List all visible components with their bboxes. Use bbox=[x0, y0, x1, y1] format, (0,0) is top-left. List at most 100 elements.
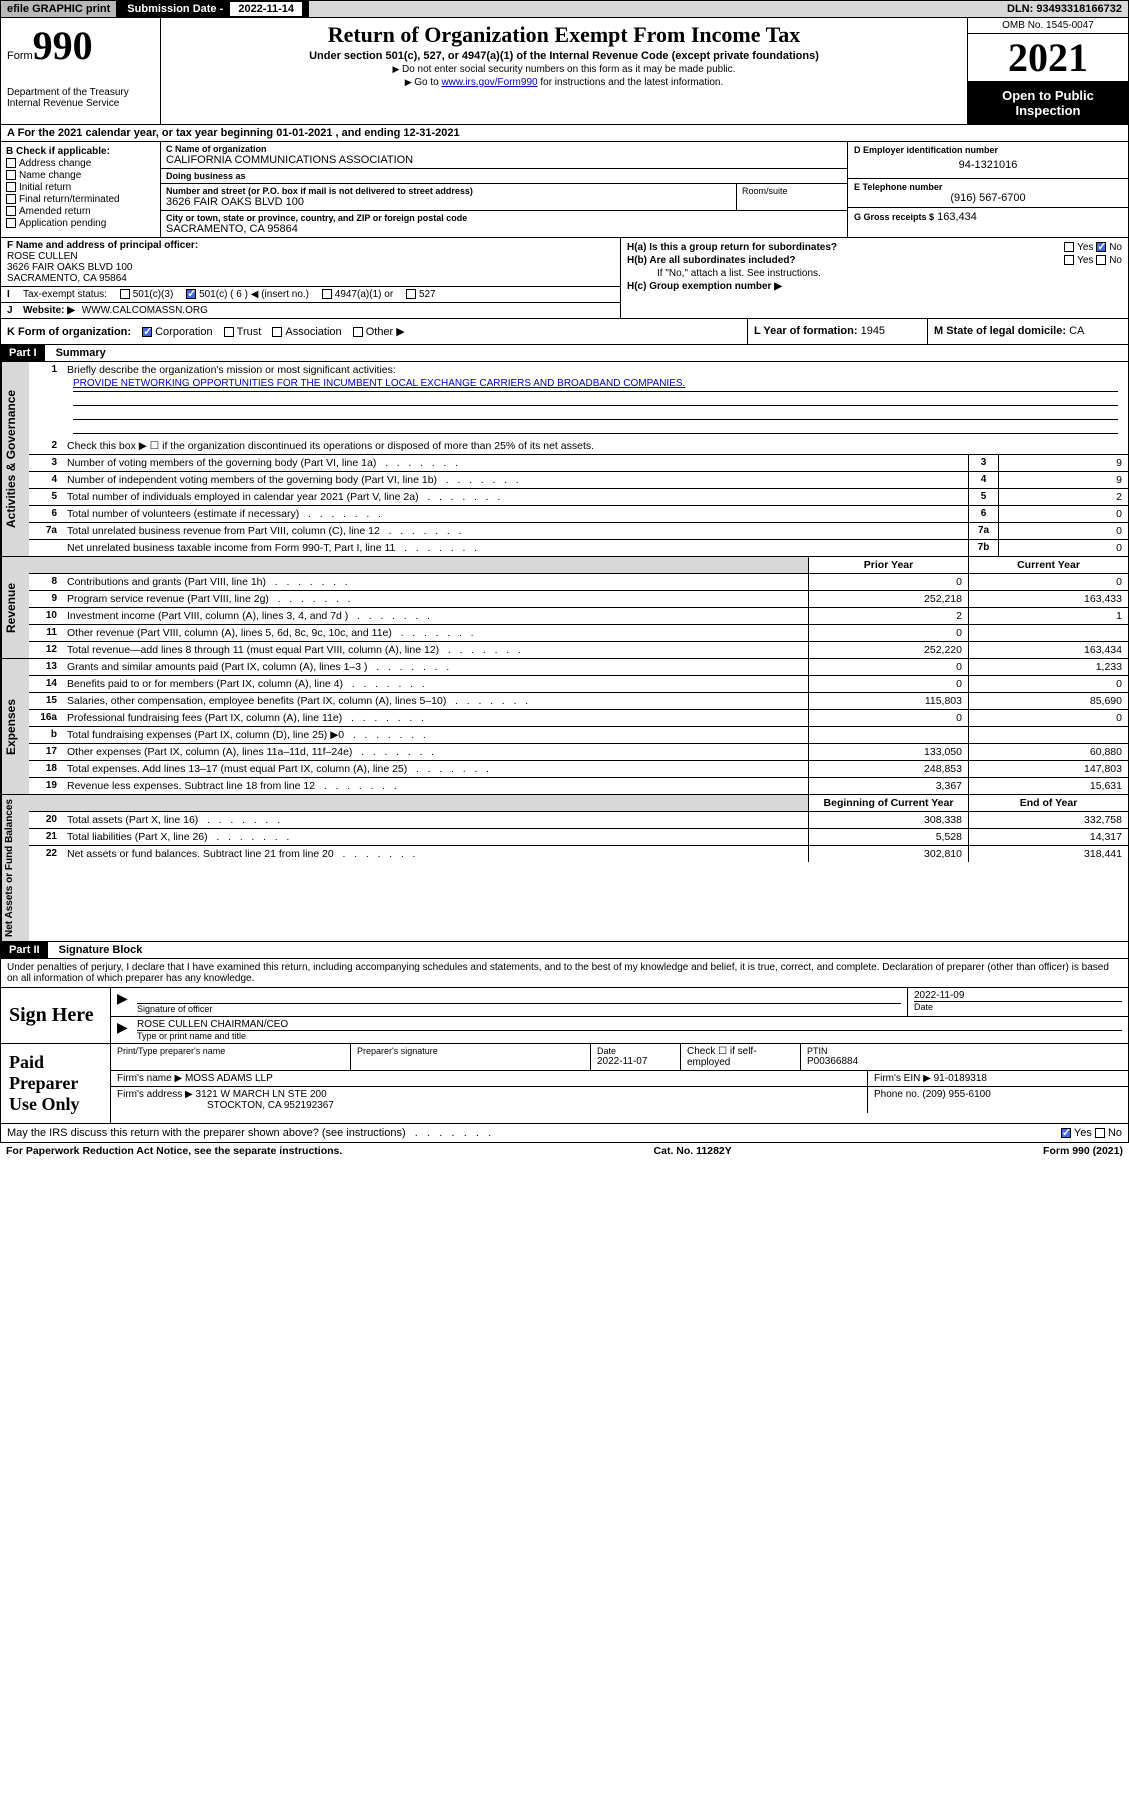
governance-section: Activities & Governance 1 Briefly descri… bbox=[0, 362, 1129, 557]
street-address: 3626 FAIR OAKS BLVD 100 bbox=[166, 196, 731, 208]
chk-discuss-no[interactable] bbox=[1095, 1128, 1105, 1138]
part-1-header: Part I Summary bbox=[0, 345, 1129, 362]
firm-name: MOSS ADAMS LLP bbox=[185, 1073, 273, 1084]
chk-address-change[interactable] bbox=[6, 158, 16, 168]
summary-line: 15Salaries, other compensation, employee… bbox=[29, 693, 1128, 710]
summary-line: 13Grants and similar amounts paid (Part … bbox=[29, 659, 1128, 676]
summary-line: 22Net assets or fund balances. Subtract … bbox=[29, 846, 1128, 862]
netassets-tab: Net Assets or Fund Balances bbox=[1, 795, 29, 941]
summary-line: 18Total expenses. Add lines 13–17 (must … bbox=[29, 761, 1128, 778]
form-number: 990 bbox=[33, 23, 93, 68]
summary-line: 17Other expenses (Part IX, column (A), l… bbox=[29, 744, 1128, 761]
chk-initial-return[interactable] bbox=[6, 182, 16, 192]
summary-line: 8Contributions and grants (Part VIII, li… bbox=[29, 574, 1128, 591]
end-year-header: End of Year bbox=[968, 795, 1128, 811]
dln: DLN: 93493318166732 bbox=[1001, 1, 1128, 17]
netassets-section: Net Assets or Fund Balances Beginning of… bbox=[0, 795, 1129, 942]
box-f: F Name and address of principal officer:… bbox=[1, 238, 620, 287]
mission-text: PROVIDE NETWORKING OPPORTUNITIES FOR THE… bbox=[73, 378, 1118, 392]
chk-other[interactable] bbox=[353, 327, 363, 337]
chk-association[interactable] bbox=[272, 327, 282, 337]
revenue-section: Revenue Prior Year Current Year 8Contrib… bbox=[0, 557, 1129, 659]
summary-line: 12Total revenue—add lines 8 through 11 (… bbox=[29, 642, 1128, 658]
chk-501c3[interactable] bbox=[120, 289, 130, 299]
chk-amended-return[interactable] bbox=[6, 206, 16, 216]
open-to-public: Open to Public Inspection bbox=[968, 82, 1128, 124]
ein: 94-1321016 bbox=[854, 155, 1122, 175]
ptin: P00366884 bbox=[807, 1056, 1122, 1067]
gross-receipts: 163,434 bbox=[937, 211, 977, 223]
summary-line: 19Revenue less expenses. Subtract line 1… bbox=[29, 778, 1128, 794]
box-d: D Employer identification number 94-1321… bbox=[848, 142, 1128, 237]
summary-line: 11Other revenue (Part VIII, column (A), … bbox=[29, 625, 1128, 642]
state-domicile: CA bbox=[1069, 325, 1084, 337]
top-bar: efile GRAPHIC print Submission Date - 20… bbox=[0, 0, 1129, 18]
summary-line: bTotal fundraising expenses (Part IX, co… bbox=[29, 727, 1128, 744]
chk-final-return[interactable] bbox=[6, 194, 16, 204]
block-fh: F Name and address of principal officer:… bbox=[0, 238, 1129, 319]
footer: For Paperwork Reduction Act Notice, see … bbox=[0, 1143, 1129, 1159]
summary-line: 20Total assets (Part X, line 16)308,3383… bbox=[29, 812, 1128, 829]
chk-4947[interactable] bbox=[322, 289, 332, 299]
summary-line: 3Number of voting members of the governi… bbox=[29, 455, 1128, 472]
block-bcd: B Check if applicable: Address change Na… bbox=[0, 142, 1129, 238]
chk-name-change[interactable] bbox=[6, 170, 16, 180]
chk-hb-no[interactable] bbox=[1096, 255, 1106, 265]
box-c: C Name of organization CALIFORNIA COMMUN… bbox=[161, 142, 848, 237]
tax-year: 2021 bbox=[968, 34, 1128, 82]
discuss-row: May the IRS discuss this return with the… bbox=[0, 1124, 1129, 1143]
summary-line: Net unrelated business taxable income fr… bbox=[29, 540, 1128, 556]
chk-ha-no[interactable] bbox=[1096, 242, 1106, 252]
sig-marker-icon bbox=[111, 988, 131, 1016]
governance-tab: Activities & Governance bbox=[1, 362, 29, 556]
signature-block: Sign Here Signature of officer 2022-11-0… bbox=[0, 988, 1129, 1124]
chk-501c[interactable] bbox=[186, 289, 196, 299]
firm-address: 3121 W MARCH LN STE 200 bbox=[196, 1089, 327, 1100]
summary-line: 9Program service revenue (Part VIII, lin… bbox=[29, 591, 1128, 608]
summary-line: 14Benefits paid to or for members (Part … bbox=[29, 676, 1128, 693]
website: WWW.CALCOMASSN.ORG bbox=[82, 305, 208, 316]
note-ssn: Do not enter social security numbers on … bbox=[167, 64, 961, 75]
beginning-year-header: Beginning of Current Year bbox=[808, 795, 968, 811]
chk-trust[interactable] bbox=[224, 327, 234, 337]
prior-year-header: Prior Year bbox=[808, 557, 968, 573]
form-subtitle: Under section 501(c), 527, or 4947(a)(1)… bbox=[167, 50, 961, 62]
chk-hb-yes[interactable] bbox=[1064, 255, 1074, 265]
summary-line: 5Total number of individuals employed in… bbox=[29, 489, 1128, 506]
summary-line: 4Number of independent voting members of… bbox=[29, 472, 1128, 489]
officer-printed-name: ROSE CULLEN CHAIRMAN/CEO bbox=[137, 1019, 1122, 1031]
summary-line: 7aTotal unrelated business revenue from … bbox=[29, 523, 1128, 540]
preparer-date: 2022-11-07 bbox=[597, 1056, 674, 1067]
omb-number: OMB No. 1545-0047 bbox=[968, 18, 1128, 34]
box-b: B Check if applicable: Address change Na… bbox=[1, 142, 161, 237]
sig-marker-icon bbox=[111, 1017, 131, 1043]
city-state-zip: SACRAMENTO, CA 95864 bbox=[166, 223, 842, 235]
firm-phone: (209) 955-6100 bbox=[922, 1089, 990, 1100]
sign-here-label: Sign Here bbox=[1, 988, 111, 1043]
summary-line: 21Total liabilities (Part X, line 26)5,5… bbox=[29, 829, 1128, 846]
line-a: A For the 2021 calendar year, or tax yea… bbox=[0, 125, 1129, 142]
submission-date: Submission Date - 2022-11-14 bbox=[117, 1, 309, 17]
row-j: JWebsite: ▶ WWW.CALCOMASSN.ORG bbox=[1, 303, 620, 318]
form-title: Return of Organization Exempt From Incom… bbox=[167, 22, 961, 48]
row-i: ITax-exempt status: 501(c)(3) 501(c) ( 6… bbox=[1, 287, 620, 303]
chk-ha-yes[interactable] bbox=[1064, 242, 1074, 252]
chk-corporation[interactable] bbox=[142, 327, 152, 337]
chk-discuss-yes[interactable] bbox=[1061, 1128, 1071, 1138]
irs-link[interactable]: www.irs.gov/Form990 bbox=[441, 77, 537, 88]
paid-preparer-label: Paid Preparer Use Only bbox=[1, 1044, 111, 1123]
current-year-header: Current Year bbox=[968, 557, 1128, 573]
box-h: H(a) Is this a group return for subordin… bbox=[621, 238, 1128, 318]
row-klm: K Form of organization: Corporation Trus… bbox=[0, 319, 1129, 345]
summary-line: 10Investment income (Part VIII, column (… bbox=[29, 608, 1128, 625]
firm-ein: 91-0189318 bbox=[934, 1073, 987, 1084]
chk-527[interactable] bbox=[406, 289, 416, 299]
year-formation: 1945 bbox=[861, 325, 885, 337]
revenue-tab: Revenue bbox=[1, 557, 29, 658]
chk-application-pending[interactable] bbox=[6, 218, 16, 228]
perjury-statement: Under penalties of perjury, I declare th… bbox=[0, 959, 1129, 988]
part-2-header: Part II Signature Block bbox=[0, 942, 1129, 959]
dept-treasury: Department of the Treasury Internal Reve… bbox=[7, 87, 154, 109]
expenses-section: Expenses 13Grants and similar amounts pa… bbox=[0, 659, 1129, 795]
efile-print-button[interactable]: efile GRAPHIC print bbox=[1, 1, 117, 17]
